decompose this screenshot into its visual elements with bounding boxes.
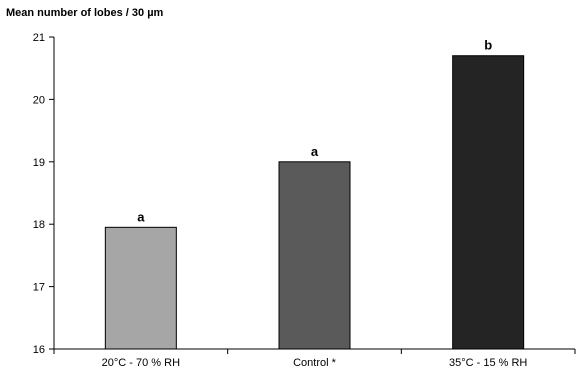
y-tick-label: 21 xyxy=(33,32,45,44)
significance-label: a xyxy=(311,144,319,159)
y-tick-label: 19 xyxy=(33,157,45,169)
x-tick-label: 35°C - 15 % RH xyxy=(449,357,527,369)
y-tick-label: 20 xyxy=(33,94,45,106)
y-tick-label: 17 xyxy=(33,282,45,294)
significance-label: a xyxy=(137,209,145,224)
x-tick-label: 20°C - 70 % RH xyxy=(102,357,180,369)
bar-1 xyxy=(104,226,177,350)
y-tick-label: 16 xyxy=(33,344,45,356)
y-axis-title: Mean number of lobes / 30 µm xyxy=(6,7,164,19)
x-tick-label: Control * xyxy=(293,357,337,369)
bar-2 xyxy=(278,161,351,350)
y-tick-label: 18 xyxy=(33,219,45,231)
chart-bars xyxy=(104,55,525,350)
significance-label: b xyxy=(484,38,492,53)
chart-labels: 16 17 18 19 20 21 a 20°C - 70 % RH a Control * b 35… xyxy=(33,32,528,369)
bar-3 xyxy=(452,55,525,350)
